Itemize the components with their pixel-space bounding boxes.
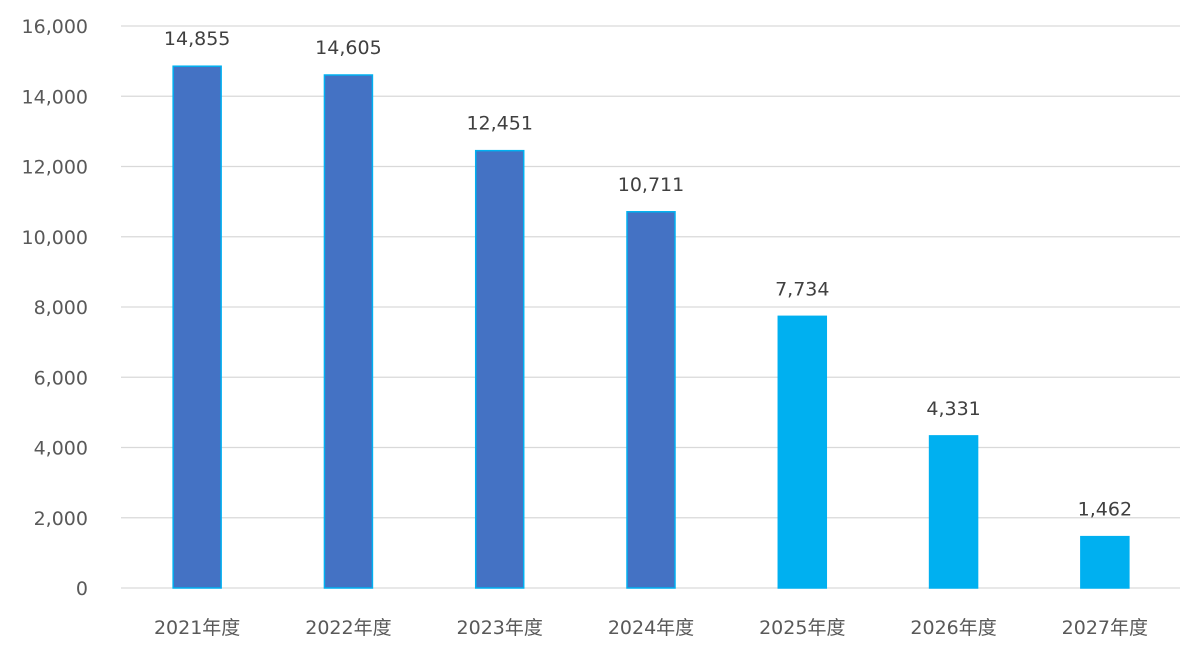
bar bbox=[928, 435, 979, 589]
data-label: 4,331 bbox=[926, 398, 980, 420]
y-tick-label: 12,000 bbox=[22, 157, 88, 179]
x-tick-label: 2024年度 bbox=[608, 617, 694, 639]
data-labels: 14,855 14,605 12,451 10,711 7,734 4,331 1,462 bbox=[164, 28, 1132, 520]
bar bbox=[172, 65, 222, 589]
x-axis-ticks: 2021年度 2022年度 2023年度 2024年度 2025年度 2026年度 2027… bbox=[154, 617, 1148, 639]
data-label: 12,451 bbox=[466, 113, 532, 135]
bar bbox=[323, 74, 374, 589]
bar bbox=[474, 149, 525, 589]
y-tick-label: 10,000 bbox=[22, 227, 88, 249]
y-tick-label: 6,000 bbox=[34, 367, 88, 389]
data-label: 1,462 bbox=[1078, 499, 1132, 521]
y-axis-ticks: 0 2,000 4,000 6,000 8,000 10,000 12,000 14,000 1… bbox=[22, 16, 88, 600]
data-label: 14,605 bbox=[315, 37, 381, 59]
data-label: 14,855 bbox=[164, 28, 230, 50]
x-tick-label: 2027年度 bbox=[1062, 617, 1148, 639]
y-tick-label: 14,000 bbox=[22, 86, 88, 108]
data-label: 10,711 bbox=[618, 174, 684, 196]
x-tick-label: 2023年度 bbox=[457, 617, 543, 639]
bars bbox=[172, 65, 1130, 589]
y-tick-label: 8,000 bbox=[34, 297, 88, 319]
y-tick-label: 0 bbox=[76, 578, 88, 600]
y-tick-label: 16,000 bbox=[22, 16, 88, 38]
x-tick-label: 2021年度 bbox=[154, 617, 240, 639]
x-tick-label: 2026年度 bbox=[910, 617, 996, 639]
y-tick-label: 4,000 bbox=[34, 438, 88, 460]
y-tick-label: 2,000 bbox=[34, 508, 88, 530]
bar bbox=[626, 211, 676, 589]
bar bbox=[777, 315, 828, 589]
x-tick-label: 2025年度 bbox=[759, 617, 845, 639]
x-tick-label: 2022年度 bbox=[305, 617, 391, 639]
bar bbox=[1080, 535, 1130, 589]
data-label: 7,734 bbox=[775, 278, 829, 300]
